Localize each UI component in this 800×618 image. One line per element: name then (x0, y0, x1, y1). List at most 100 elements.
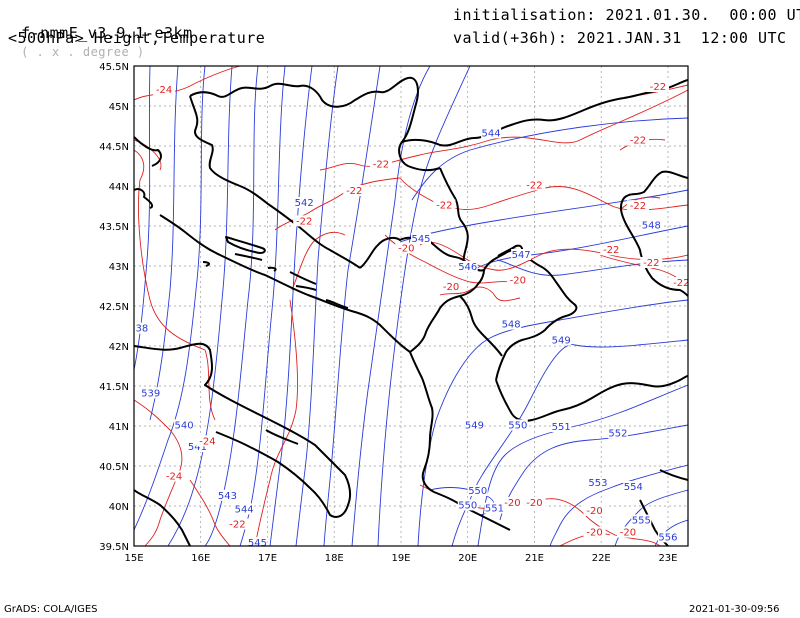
height-label-bg (631, 514, 652, 526)
temperature-label-bg (583, 526, 606, 538)
lon-tick-label: 23E (658, 553, 677, 564)
temperature-contour-label: -22 (603, 245, 619, 256)
lat-tick-label: 44.5N (99, 142, 129, 153)
lon-tick-label: 21E (525, 553, 544, 564)
lon-tick-label: 20E (458, 553, 477, 564)
lat-tick-label: 41.5N (99, 382, 129, 393)
height-label-bg (511, 249, 532, 260)
height-contour-label: 556 (658, 532, 677, 543)
temperature-contour-label: -22 (643, 258, 659, 269)
temperature-label-bg (226, 518, 249, 530)
height-contours (134, 66, 688, 546)
temperature-contour-label: -24 (156, 85, 172, 96)
temperature-contour-label: -22 (673, 278, 689, 289)
temperature-contour-label: -22 (229, 520, 245, 531)
lat-tick-label: 40N (109, 502, 129, 513)
height-contour-label: 546 (458, 262, 477, 273)
temperature-contour-label: -22 (630, 201, 646, 212)
temperature-label-bg (583, 505, 606, 516)
model-name: f-nmmE_v3.9.1-e3km (21, 24, 193, 42)
valid-time: valid(+36h): 2021.JAN.31 12:00 UTC (453, 29, 787, 47)
height-contour-label: 553 (588, 478, 607, 489)
height-label-bg (623, 481, 644, 492)
temperature-label-bg (626, 134, 649, 146)
height-label-bg (551, 421, 572, 432)
lon-tick-label: 19E (391, 553, 410, 564)
temperature-label-bg (395, 242, 418, 254)
lat-tick-label: 45N (109, 102, 129, 113)
initialisation-time: initialisation: 2021.01.30. 00:00 UTC (453, 6, 800, 24)
temperature-label-bg (506, 274, 529, 286)
lat-tick-label: 45.5N (99, 62, 129, 73)
height-contour-label: 550 (508, 420, 527, 431)
height-contour-label: 545 (248, 538, 267, 549)
temperature-label-bg (433, 199, 456, 211)
temperature-label-bg (369, 158, 392, 170)
height-label-bg (484, 502, 505, 514)
height-contour-label: 551 (552, 422, 571, 433)
model-resolution: ( . x . degree ) (21, 45, 145, 59)
latitude-axis: 39.5N 40N 40.5N 41N 41.5N 42N 42.5N 43N 43.5N 44N… (99, 62, 129, 553)
lon-tick-label: 18E (325, 553, 344, 564)
temperature-label-bg (523, 179, 546, 191)
temperature-label-bg (293, 215, 316, 227)
height-contour-label: 550 (468, 486, 487, 497)
height-contour-label: 549 (552, 336, 571, 347)
height-contour-label: 552 (608, 428, 627, 439)
height-contour-label: 548 (642, 220, 661, 231)
lat-tick-label: 43N (109, 262, 129, 273)
height-label-bg (457, 261, 478, 272)
height-label-bg (457, 499, 478, 511)
temperature-label-bg (626, 200, 649, 212)
height-contour-label: 543 (218, 491, 237, 502)
height-contour-label: 544 (482, 128, 501, 139)
height-contour-label: 544 (235, 504, 254, 515)
temperature-contour-label: -24 (166, 472, 182, 483)
height-label-bg (464, 419, 485, 431)
height-label-bg (187, 441, 208, 452)
temperature-label-bg (501, 497, 524, 508)
temperature-label-bg (163, 470, 186, 482)
footer-credit: GrADS: COLA/IGES (4, 604, 98, 615)
footer-timestamp: 2021-01-30-09:56 (689, 604, 780, 615)
temperature-label-bg (640, 257, 663, 268)
temperature-label-bg (600, 244, 623, 256)
height-label-bg (657, 531, 678, 543)
height-contour-label: 547 (512, 250, 531, 261)
height-label-bg (247, 537, 268, 546)
temperature-contour-label: -22 (373, 160, 389, 171)
temperature-contour-label: -22 (296, 216, 312, 227)
temperature-contour-label: -20 (443, 282, 459, 293)
height-contour-label: 539 (141, 388, 160, 399)
height-contour-label: 545 (411, 234, 430, 245)
lon-tick-label: 16E (191, 553, 210, 564)
height-contour-label: 554 (624, 482, 643, 493)
height-contour-label: 550 (458, 500, 477, 511)
lat-tick-label: 42.5N (99, 302, 129, 313)
height-labels: 544 542 545 546 547 548 548 549 549 550 551 552 553 5… (134, 127, 678, 549)
height-label-bg (467, 485, 488, 496)
temperature-contour-label: -22 (436, 200, 452, 211)
lat-tick-label: 44N (109, 182, 129, 193)
temperature-label-bg (153, 84, 176, 96)
height-contour-label: 542 (295, 198, 314, 209)
lon-tick-label: 15E (124, 553, 143, 564)
height-contour-label: 549 (465, 420, 484, 431)
height-label-bg (294, 197, 315, 208)
height-label-bg (607, 427, 628, 439)
temperature-label-bg (343, 185, 366, 196)
temperature-labels: -24 -22-22-22-22-22-22-22-22-22-22-22-20-… (153, 81, 689, 539)
height-label-bg (507, 419, 528, 431)
height-label-bg (411, 233, 432, 244)
temperature-contour-label: -20 (620, 528, 636, 539)
height-label-bg (481, 127, 502, 139)
height-label-bg (134, 322, 149, 334)
height-contour-label: 551 (485, 504, 504, 515)
temperature-contour-label: -22 (526, 180, 542, 191)
temperature-label-bg (440, 281, 463, 292)
lon-tick-label: 22E (592, 553, 611, 564)
temperature-contour-label: -20 (504, 498, 520, 509)
lat-tick-label: 40.5N (99, 462, 129, 473)
product-title: <500hPa> Height,Temperature (8, 29, 266, 47)
height-label-bg (234, 503, 255, 515)
